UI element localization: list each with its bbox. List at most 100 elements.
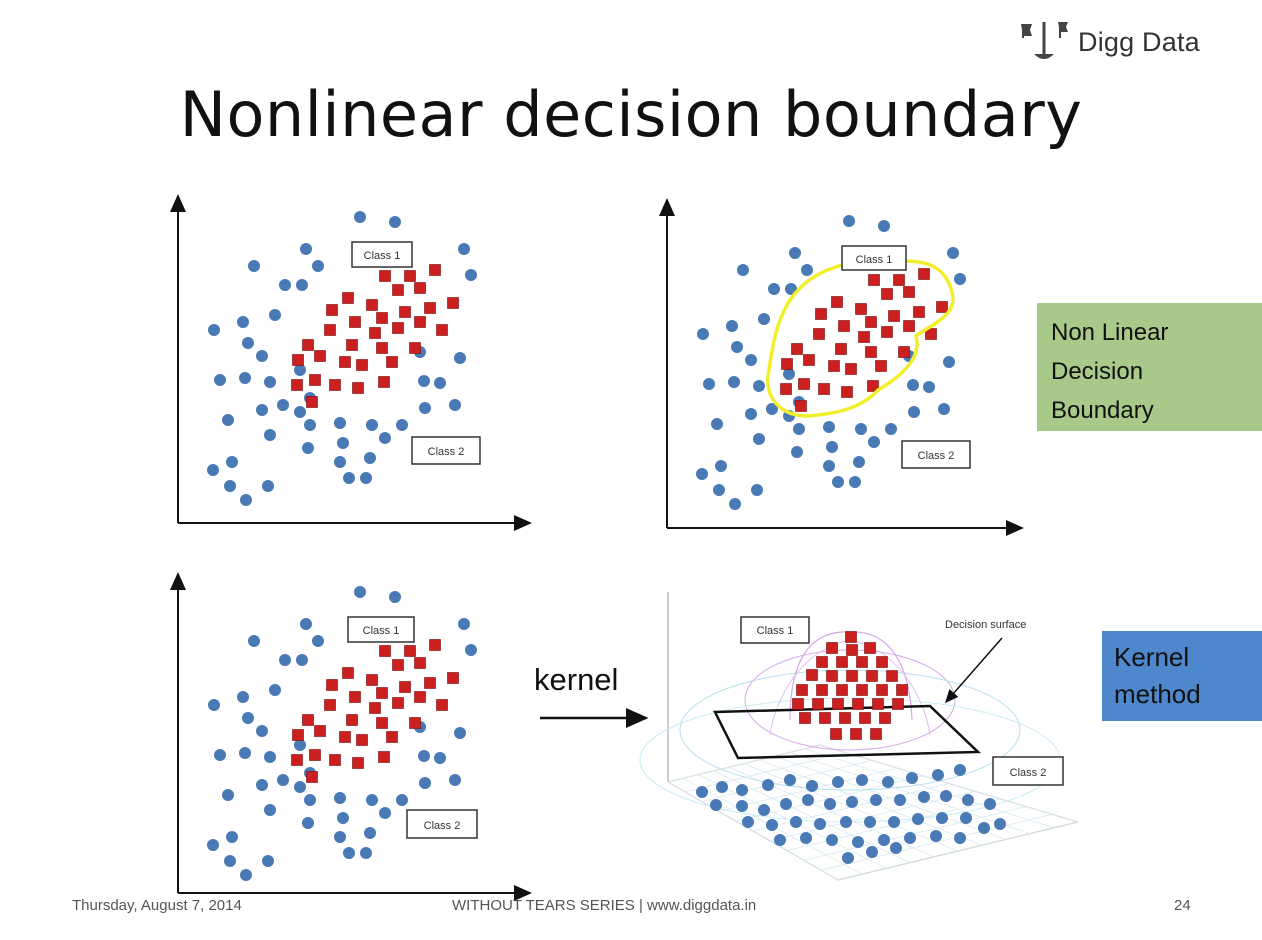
class1-point bbox=[309, 374, 321, 386]
class2-point bbox=[904, 832, 916, 844]
label-box-class2-bottom-right: Class 2 bbox=[992, 756, 1064, 786]
class2-point bbox=[758, 313, 770, 325]
slide-title: Nonlinear decision boundary bbox=[179, 78, 1083, 151]
class1-point bbox=[392, 284, 404, 296]
decision-surface-pointer bbox=[945, 637, 1003, 704]
class2-point bbox=[396, 794, 408, 806]
class1-point bbox=[838, 320, 850, 332]
class2-point bbox=[737, 264, 749, 276]
class1-point bbox=[429, 264, 441, 276]
class1-point bbox=[414, 657, 426, 669]
class2-point bbox=[419, 777, 431, 789]
class1-point bbox=[850, 728, 862, 740]
class1-point bbox=[409, 342, 421, 354]
class2-point bbox=[454, 727, 466, 739]
class1-point bbox=[369, 702, 381, 714]
class1-point bbox=[913, 306, 925, 318]
class2-point bbox=[907, 379, 919, 391]
class1-point bbox=[429, 639, 441, 651]
class2-point bbox=[269, 309, 281, 321]
class1-point bbox=[881, 326, 893, 338]
class1-label: Class 1 bbox=[363, 625, 400, 637]
class2-point bbox=[774, 834, 786, 846]
class1-point bbox=[796, 684, 808, 696]
class2-point bbox=[222, 789, 234, 801]
class1-point bbox=[291, 754, 303, 766]
class2-point bbox=[824, 798, 836, 810]
class2-point bbox=[434, 377, 446, 389]
class2-point bbox=[226, 456, 238, 468]
class2-point bbox=[222, 414, 234, 426]
class2-point bbox=[936, 812, 948, 824]
class1-point bbox=[903, 286, 915, 298]
class2-point bbox=[736, 800, 748, 812]
class1-point bbox=[414, 282, 426, 294]
class2-point bbox=[343, 472, 355, 484]
class1-point bbox=[888, 310, 900, 322]
class1-point bbox=[876, 656, 888, 668]
class2-point bbox=[832, 476, 844, 488]
class2-point bbox=[337, 437, 349, 449]
class1-point bbox=[329, 754, 341, 766]
class2-point bbox=[783, 368, 795, 380]
class2-point bbox=[878, 220, 890, 232]
class2-point bbox=[802, 794, 814, 806]
class1-point bbox=[813, 328, 825, 340]
class2-point bbox=[943, 356, 955, 368]
class2-point bbox=[214, 749, 226, 761]
class1-point bbox=[872, 698, 884, 710]
class2-point bbox=[716, 781, 728, 793]
class1-point bbox=[436, 699, 448, 711]
class2-point bbox=[894, 794, 906, 806]
class1-point bbox=[918, 268, 930, 280]
class2-point bbox=[726, 320, 738, 332]
class1-point bbox=[812, 698, 824, 710]
class1-point bbox=[314, 725, 326, 737]
class1-point bbox=[898, 346, 910, 358]
class2-point bbox=[870, 794, 882, 806]
class1-point bbox=[378, 751, 390, 763]
class2-point bbox=[960, 812, 972, 824]
class2-label: Class 2 bbox=[428, 446, 465, 458]
class1-point bbox=[870, 728, 882, 740]
label-box-class2-bottom-left: Class 2 bbox=[406, 809, 478, 839]
class2-point bbox=[823, 421, 835, 433]
class2-point bbox=[264, 751, 276, 763]
class2-point bbox=[418, 375, 430, 387]
class2-point bbox=[256, 779, 268, 791]
class1-point bbox=[352, 757, 364, 769]
class2-point bbox=[242, 337, 254, 349]
class2-point bbox=[269, 684, 281, 696]
class2-point bbox=[214, 374, 226, 386]
class2-point bbox=[753, 380, 765, 392]
class1-point bbox=[326, 679, 338, 691]
callout-line: Decision bbox=[1051, 358, 1144, 385]
class1-point bbox=[356, 734, 368, 746]
axes-bottom-left bbox=[170, 572, 532, 901]
class1-point bbox=[292, 354, 304, 366]
class2-point bbox=[842, 852, 854, 864]
class1-point bbox=[291, 379, 303, 391]
class1-point bbox=[379, 270, 391, 282]
class2-point bbox=[296, 654, 308, 666]
class2-point bbox=[207, 839, 219, 851]
class1-point bbox=[292, 729, 304, 741]
class1-point bbox=[349, 316, 361, 328]
class2-point bbox=[360, 472, 372, 484]
class1-point bbox=[306, 396, 318, 408]
class2-point bbox=[868, 436, 880, 448]
class2-label: Class 2 bbox=[918, 450, 955, 462]
class2-point bbox=[962, 794, 974, 806]
class1-point bbox=[792, 698, 804, 710]
scatter-bottom-right bbox=[696, 631, 1006, 864]
class1-point bbox=[818, 383, 830, 395]
class1-point bbox=[409, 717, 421, 729]
class2-point bbox=[334, 417, 346, 429]
class2-point bbox=[801, 264, 813, 276]
class1-label: Class 1 bbox=[856, 254, 893, 266]
footer-series: WITHOUT TEARS SERIES | www.diggdata.in bbox=[452, 897, 757, 914]
class2-point bbox=[224, 855, 236, 867]
class2-point bbox=[454, 352, 466, 364]
class2-point bbox=[242, 712, 254, 724]
class1-point bbox=[356, 359, 368, 371]
